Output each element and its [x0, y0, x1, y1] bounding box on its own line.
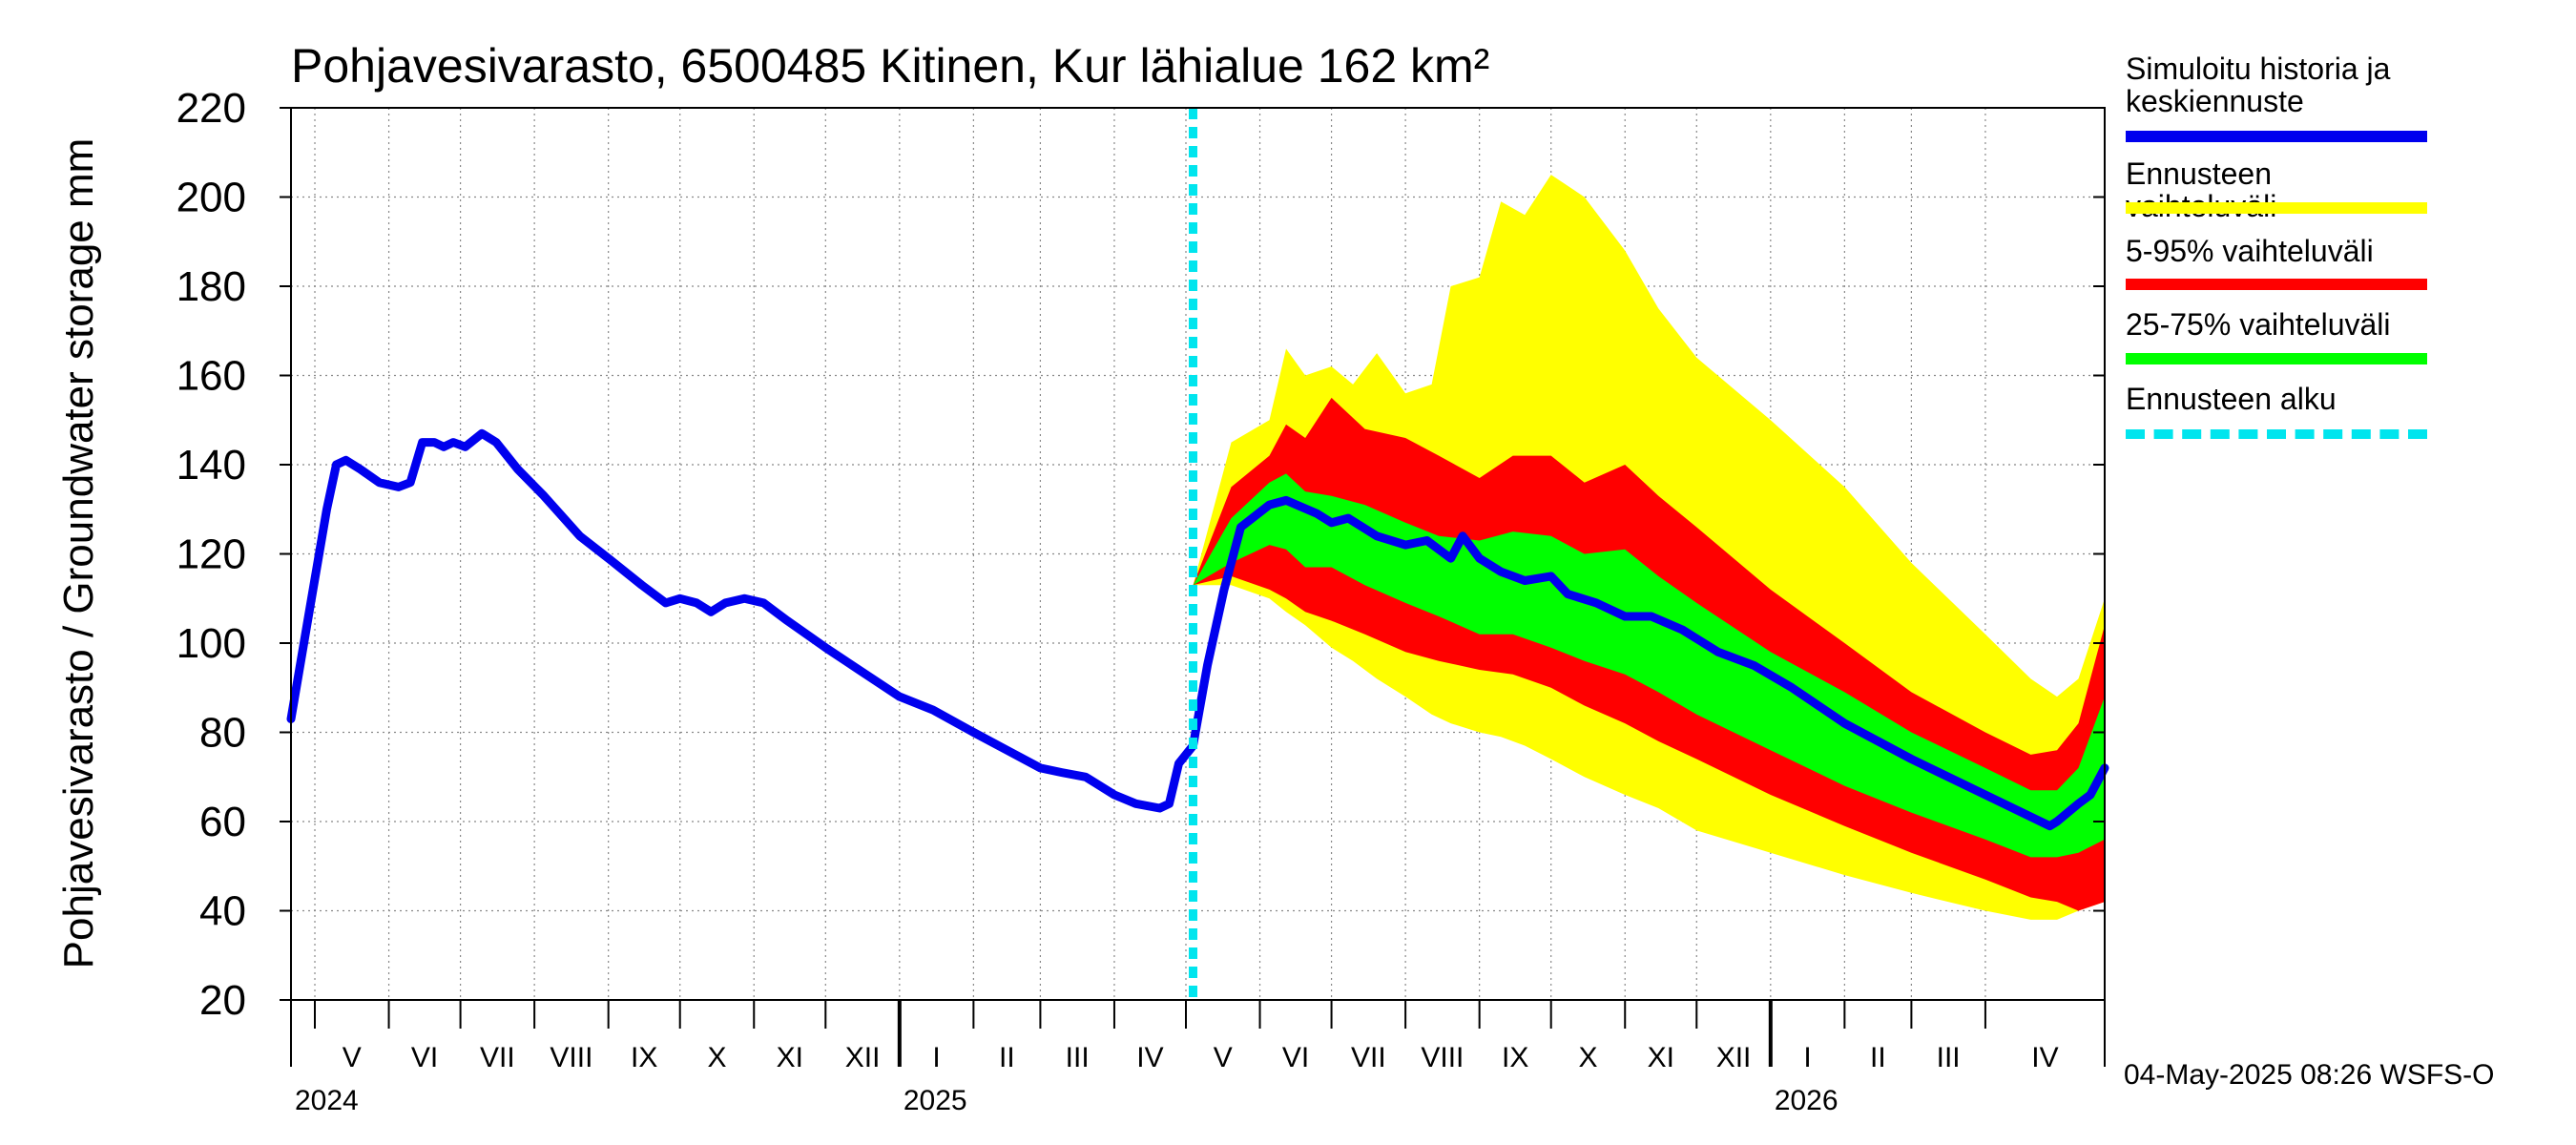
- x-month-label: III: [1066, 1042, 1090, 1073]
- x-month-label: VII: [1351, 1042, 1386, 1073]
- x-month-label: IV: [2031, 1042, 2058, 1073]
- x-month-label: IX: [1502, 1042, 1528, 1073]
- y-tick-label: 60: [199, 799, 246, 845]
- x-month-label: I: [1803, 1042, 1811, 1073]
- x-year-label: 2025: [904, 1085, 967, 1116]
- legend-swatch-5-95: [2126, 279, 2427, 290]
- x-month-label: II: [999, 1042, 1015, 1073]
- x-month-label: IX: [631, 1042, 657, 1073]
- x-month-label: VI: [411, 1042, 438, 1073]
- x-month-label: V: [343, 1042, 362, 1073]
- x-month-label: II: [1870, 1042, 1886, 1073]
- y-tick-label: 100: [177, 620, 246, 667]
- legend-label-25-75: 25-75% vaihteluväli: [2126, 307, 2391, 342]
- y-tick-label: 220: [177, 85, 246, 132]
- y-axis-label: Pohjavesivarasto / Groundwater storage m…: [55, 138, 102, 969]
- series-line-simulated: [286, 428, 2109, 831]
- x-month-label: XI: [1648, 1042, 1674, 1073]
- legend-swatch-25-75: [2126, 353, 2427, 364]
- legend-label-simulated: Simuloitu historia ja keskiennuste: [2126, 52, 2391, 118]
- chart-title: Pohjavesivarasto, 6500485 Kitinen, Kur l…: [291, 39, 1489, 93]
- x-month-label: III: [1937, 1042, 1961, 1073]
- x-month-label: XII: [845, 1042, 881, 1073]
- band-25-75-vaihteluv-li: [1193, 473, 2105, 858]
- y-tick-label: 180: [177, 263, 246, 310]
- x-month-label: I: [932, 1042, 940, 1073]
- x-month-label: VII: [480, 1042, 515, 1073]
- legend-swatch-simulated: [2126, 131, 2427, 142]
- y-tick-label: 120: [177, 531, 246, 578]
- x-month-label: VI: [1282, 1042, 1309, 1073]
- y-axis: 20 40 60 80 100 120 140 160 180 200 220: [177, 85, 2105, 1024]
- x-axis: V VI VII VIII IX X XI XII I II III IV V VI VII VIII IX X X…: [290, 1000, 2106, 1116]
- legend-swatch-forecast-range: [2126, 202, 2427, 214]
- x-month-label: XII: [1716, 1042, 1752, 1073]
- y-tick-label: 20: [199, 977, 246, 1024]
- y-tick-label: 80: [199, 710, 246, 757]
- y-tick-label: 160: [177, 353, 246, 400]
- y-tick-label: 40: [199, 888, 246, 935]
- y-tick-label: 140: [177, 442, 246, 489]
- legend-label-forecast-start: Ennusteen alku: [2126, 382, 2337, 416]
- legend-swatch-forecast-start: [2126, 429, 2427, 439]
- plot-area: [286, 107, 2109, 1001]
- x-month-label: XI: [777, 1042, 803, 1073]
- y-tick-label: 200: [177, 175, 246, 221]
- x-month-label: X: [707, 1042, 726, 1073]
- x-year-label: 2026: [1775, 1085, 1839, 1116]
- timestamp-footer: 04-May-2025 08:26 WSFS-O: [2124, 1059, 2495, 1091]
- x-month-label: X: [1578, 1042, 1597, 1073]
- x-month-label: VIII: [550, 1042, 592, 1073]
- legend-label-5-95: 5-95% vaihteluväli: [2126, 234, 2374, 268]
- x-year-label: 2024: [295, 1085, 359, 1116]
- x-month-label: VIII: [1421, 1042, 1464, 1073]
- x-month-label: V: [1214, 1042, 1233, 1073]
- x-month-label: IV: [1136, 1042, 1163, 1073]
